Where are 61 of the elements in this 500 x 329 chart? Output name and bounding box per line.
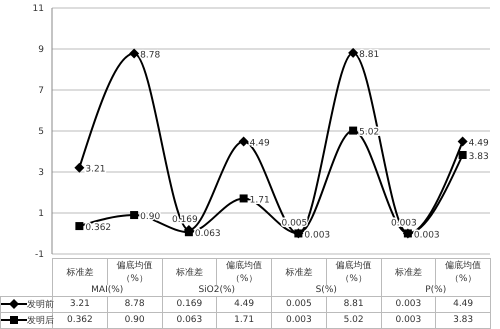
point [238,136,249,146]
legend-label: 发明前 [0,296,54,312]
point [240,194,248,202]
data-label: 0.003 [381,296,436,312]
text: 4.49 [468,138,489,148]
x-tick-label: 偏底均值（%） [326,258,381,285]
text: 0.003 [304,230,330,240]
point [458,136,468,146]
data-label: 8.81 [326,296,381,312]
point [349,126,358,135]
x-tick-label: 偏底均值（%） [107,258,162,285]
text: 0.362 [85,223,112,234]
point [184,228,193,236]
data-label: 3.83 [436,312,490,328]
y-tick-label: 1 [38,209,44,220]
data-label: 4.49 [216,296,272,312]
text: MAI(%) [52,285,162,296]
data-label: 0.003 [381,312,436,328]
data-label: 4.49 [436,296,490,312]
point [129,48,140,59]
point [458,150,467,159]
y-tick-label: -1 [35,250,44,260]
data-label: 5.02 [326,312,381,328]
y-tick-label: 9 [38,45,44,56]
data-label: 0.063 [162,312,217,328]
point [75,222,84,230]
data-label: 0.362 [52,312,108,328]
text: 0.063 [194,229,221,240]
y-tick-label: 3 [38,168,44,178]
data-label: 0.005 [272,296,326,312]
data-label: 0.169 [162,296,217,312]
point [74,162,84,173]
text: 0.003 [414,230,440,240]
legend-label: 发明后 [0,312,54,328]
text: 4.49 [250,138,270,148]
data-label: 3.21 [52,296,108,312]
text: 8.81 [359,50,380,60]
y-tick-label: 5 [38,127,44,138]
x-tick-label: 标准差 [162,258,217,285]
data-label: 1.71 [216,312,272,328]
data-label: 0.90 [107,312,162,328]
y-tick-label: 11 [32,4,44,14]
x-tick-label: 标准差 [272,258,326,285]
text: SiO2(%) [162,285,272,296]
point [348,48,358,58]
x-tick-label: 标准差 [381,258,436,285]
y-tick-label: 7 [38,86,44,96]
text: 3.83 [468,152,489,162]
x-tick-label: 偏底均值（%） [216,258,272,285]
x-tick-label: 标准差 [52,258,108,285]
text: 8.78 [140,50,160,61]
point [404,229,412,238]
text: S(%) [272,285,381,296]
data-label: 0.003 [272,312,326,328]
point [294,229,302,238]
text: 1.71 [250,195,270,206]
data-label: 8.78 [107,296,162,312]
text: 3.21 [85,164,106,175]
x-tick-label: 偏底均值（%） [436,258,490,285]
point [130,211,138,220]
text: P(%) [381,285,490,296]
